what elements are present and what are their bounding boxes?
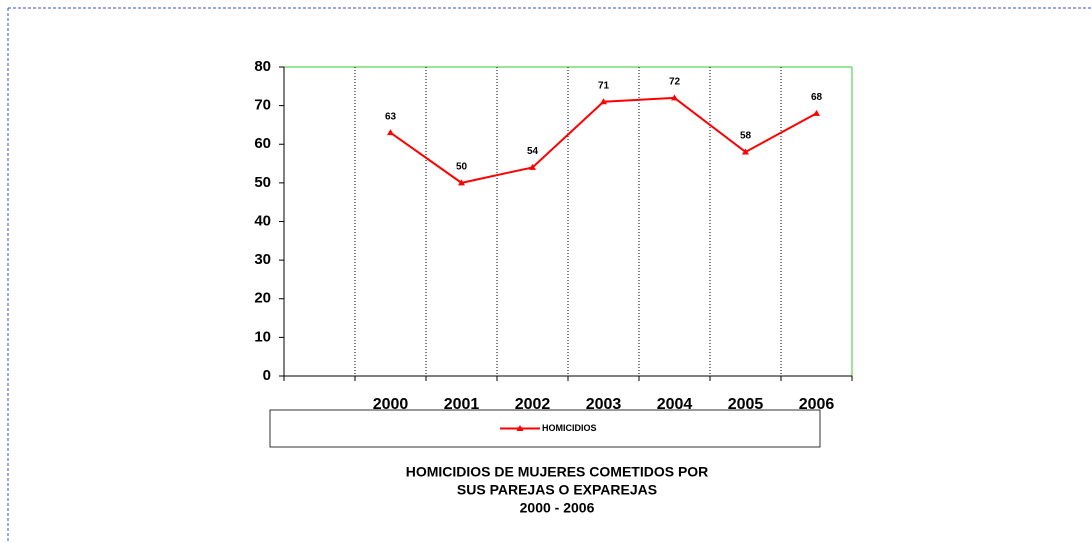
point (529, 163, 536, 170)
data-label: 63 (385, 111, 397, 122)
data-label: 71 (598, 80, 610, 91)
legend-label: HOMICIDIOS (542, 423, 597, 433)
series-line (389, 96, 817, 184)
y-tick-label: 30 (254, 251, 271, 268)
point (387, 129, 394, 136)
x-tick-label: 2002 (515, 396, 551, 413)
x-tick-label: 2001 (444, 396, 480, 413)
y-tick-label: 50 (254, 174, 271, 191)
x-tick-label: 2004 (657, 396, 693, 413)
data-label: 54 (527, 146, 539, 157)
point (600, 98, 607, 105)
data-label: 58 (740, 131, 752, 142)
x-tick-label: 2005 (728, 396, 764, 413)
y-tick-label: 0 (263, 367, 271, 384)
x-tick-label: 2006 (799, 396, 835, 413)
chart-title: 2000 - 2006 (520, 500, 595, 516)
y-tick-label: 60 (254, 135, 271, 152)
y-tick-label: 40 (254, 212, 271, 229)
data-label: 72 (669, 77, 681, 88)
point (742, 148, 749, 155)
legend-marker (516, 425, 524, 431)
data-label: 50 (456, 162, 468, 173)
chart-title: HOMICIDIOS DE MUJERES COMETIDOS POR (406, 464, 709, 480)
x-tick-label: 2000 (373, 396, 409, 413)
point (671, 94, 678, 101)
legend-box (269, 409, 821, 448)
x-tick-label: 2003 (586, 396, 622, 413)
data-label: 68 (811, 92, 823, 103)
point (458, 179, 465, 186)
point (813, 109, 820, 116)
y-tick-label: 10 (254, 328, 271, 345)
chart-title: SUS PAREJAS O EXPAREJAS (457, 482, 657, 498)
y-tick-label: 80 (254, 58, 271, 75)
y-tick-label: 70 (254, 97, 271, 114)
y-tick-label: 20 (254, 290, 271, 307)
